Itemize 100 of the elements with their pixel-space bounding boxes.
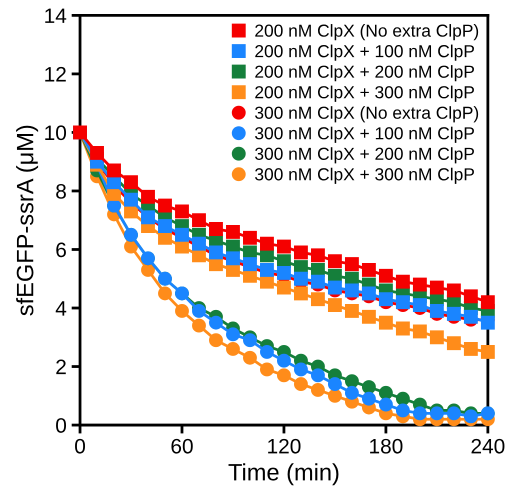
point xyxy=(209,245,223,260)
point xyxy=(209,316,223,330)
point xyxy=(362,263,376,277)
point xyxy=(243,230,257,245)
point xyxy=(396,392,410,406)
point xyxy=(328,254,342,268)
point xyxy=(124,192,138,207)
y-tick-label: 14 xyxy=(45,8,66,23)
point xyxy=(344,374,359,388)
point xyxy=(446,406,461,420)
point xyxy=(446,284,461,298)
point xyxy=(412,324,427,338)
point xyxy=(192,318,206,333)
point xyxy=(226,224,240,239)
point xyxy=(344,304,359,318)
point xyxy=(226,251,240,266)
x-tick-label: 240 xyxy=(472,438,504,454)
legend-label: 200 nM ClpX + 300 nM ClpP xyxy=(255,86,474,102)
point xyxy=(344,257,359,272)
point xyxy=(192,213,206,228)
point xyxy=(396,322,410,336)
point xyxy=(294,245,308,260)
point xyxy=(243,333,257,348)
legend-label: 200 nM ClpX + 200 nM ClpP xyxy=(255,65,474,82)
point xyxy=(294,377,308,392)
x-tick-label: 120 xyxy=(268,438,301,454)
point xyxy=(158,198,172,213)
point xyxy=(310,368,325,382)
point xyxy=(175,304,189,318)
point xyxy=(260,236,274,251)
point xyxy=(396,274,410,289)
point xyxy=(90,146,104,160)
point xyxy=(480,295,495,310)
legend-label: 200 nM ClpX + 100 nM ClpP xyxy=(255,44,474,61)
point xyxy=(243,257,257,272)
y-tick-label: 0 xyxy=(56,418,66,433)
point xyxy=(430,304,444,318)
point xyxy=(294,362,308,376)
y-tick-label: 10 xyxy=(45,125,66,140)
point xyxy=(294,286,308,300)
point xyxy=(192,304,206,318)
point xyxy=(412,298,427,312)
y-tick-label: 4 xyxy=(56,301,66,316)
point xyxy=(328,280,342,294)
point xyxy=(362,380,376,394)
point xyxy=(260,263,274,277)
point xyxy=(464,342,478,356)
point xyxy=(260,344,274,359)
point xyxy=(344,386,359,400)
point xyxy=(430,280,444,294)
point xyxy=(209,222,223,236)
legend-label: 200 nM ClpX (No extra ClpP) xyxy=(255,24,478,40)
point xyxy=(328,298,342,312)
x-axis-title: Time (min) xyxy=(228,463,338,486)
point xyxy=(446,306,461,321)
point xyxy=(277,368,291,382)
point xyxy=(412,278,427,292)
point xyxy=(464,409,478,424)
x-tick-label: 180 xyxy=(370,438,402,454)
point xyxy=(310,248,325,262)
y-tick-label: 6 xyxy=(56,242,66,258)
point xyxy=(464,289,478,304)
point xyxy=(226,327,240,342)
point xyxy=(260,362,274,376)
point xyxy=(464,310,478,324)
y-tick-label: 8 xyxy=(56,184,66,199)
point xyxy=(328,377,342,392)
point xyxy=(446,336,461,350)
point xyxy=(362,286,376,300)
point xyxy=(310,383,325,397)
point xyxy=(344,284,359,298)
y-tick-label: 2 xyxy=(56,360,66,374)
point xyxy=(378,292,393,306)
point xyxy=(328,388,342,403)
point xyxy=(396,403,410,418)
point xyxy=(412,406,427,420)
x-tick-label: 60 xyxy=(171,438,193,454)
legend-label: 300 nM ClpX + 200 nM ClpP xyxy=(255,147,474,164)
legend-label: 300 nM ClpX (No extra ClpP) xyxy=(255,106,478,122)
point xyxy=(378,316,393,330)
point xyxy=(277,354,291,368)
legend-label: 300 nM ClpX + 100 nM ClpP xyxy=(255,126,474,143)
point xyxy=(124,175,138,190)
point xyxy=(378,398,393,412)
point xyxy=(480,316,495,330)
point xyxy=(277,280,291,294)
point xyxy=(362,310,376,324)
point xyxy=(226,342,240,356)
point xyxy=(209,333,223,348)
point xyxy=(175,228,189,242)
point xyxy=(107,164,121,178)
point xyxy=(378,268,393,283)
x-tick-label: 0 xyxy=(75,438,86,454)
point xyxy=(158,219,172,234)
point xyxy=(430,330,444,344)
point xyxy=(175,204,189,218)
point xyxy=(378,386,393,400)
point xyxy=(192,236,206,251)
legend-label: 300 nM ClpX + 300 nM ClpP xyxy=(255,168,474,184)
point xyxy=(158,286,172,300)
